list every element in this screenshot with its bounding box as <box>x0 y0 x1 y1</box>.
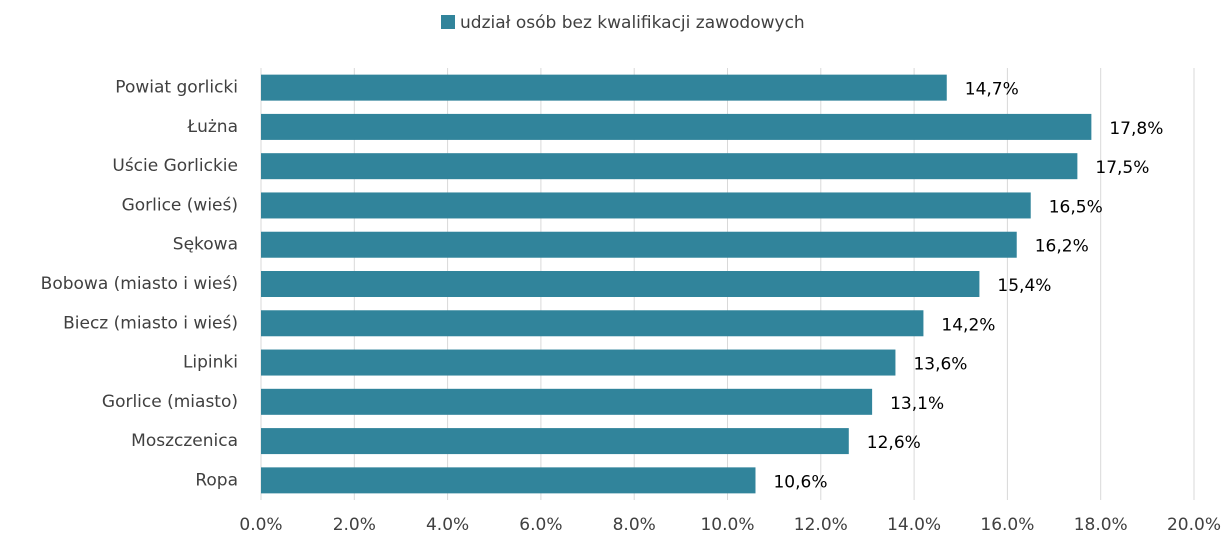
x-tick-label: 8.0% <box>613 515 656 535</box>
bar <box>261 349 896 376</box>
y-tick-label: Powiat gorlicki <box>115 78 238 98</box>
x-tick-label: 6.0% <box>519 515 562 535</box>
y-tick-label: Lipinki <box>183 353 238 373</box>
x-tick-label: 4.0% <box>426 515 469 535</box>
x-tick-label: 0.0% <box>239 515 282 535</box>
bar <box>261 74 947 101</box>
bar <box>261 388 873 415</box>
legend-swatch <box>441 15 455 29</box>
value-label: 15,4% <box>997 276 1051 296</box>
bar <box>261 231 1017 258</box>
x-tick-label: 18.0% <box>1074 515 1128 535</box>
bar <box>261 113 1092 140</box>
value-label: 12,6% <box>867 433 921 453</box>
value-label: 13,1% <box>890 394 944 414</box>
y-tick-label: Gorlice (wieś) <box>122 195 238 215</box>
value-label: 16,2% <box>1035 237 1089 257</box>
x-tick-label: 12.0% <box>794 515 848 535</box>
value-label: 14,2% <box>941 315 995 335</box>
y-tick-label: Łużna <box>187 117 238 137</box>
legend-label: udział osób bez kwalifikacji zawodowych <box>460 13 805 33</box>
y-tick-label: Ropa <box>195 470 238 490</box>
bar <box>261 271 980 297</box>
value-label: 16,5% <box>1049 197 1103 217</box>
value-label: 10,6% <box>773 472 827 492</box>
y-tick-label: Gorlice (miasto) <box>102 392 238 412</box>
x-tick-label: 2.0% <box>333 515 376 535</box>
value-label: 17,8% <box>1109 119 1163 139</box>
bar <box>261 192 1031 219</box>
bar <box>261 467 756 494</box>
bar <box>261 310 924 337</box>
value-label: 17,5% <box>1095 158 1149 178</box>
x-tick-label: 14.0% <box>887 515 941 535</box>
bar <box>261 428 849 455</box>
x-tick-label: 16.0% <box>980 515 1034 535</box>
value-label: 14,7% <box>965 80 1019 100</box>
y-tick-label: Sękowa <box>173 235 238 255</box>
y-tick-label: Uście Gorlickie <box>112 156 238 176</box>
y-tick-label: Bobowa (miasto i wieś) <box>41 274 238 294</box>
x-tick-label: 20.0% <box>1167 515 1221 535</box>
value-label: 13,6% <box>913 355 967 375</box>
x-tick-label: 10.0% <box>700 515 754 535</box>
bar <box>261 153 1078 180</box>
y-tick-label: Moszczenica <box>131 431 238 451</box>
y-tick-label: Biecz (miasto i wieś) <box>63 313 238 333</box>
